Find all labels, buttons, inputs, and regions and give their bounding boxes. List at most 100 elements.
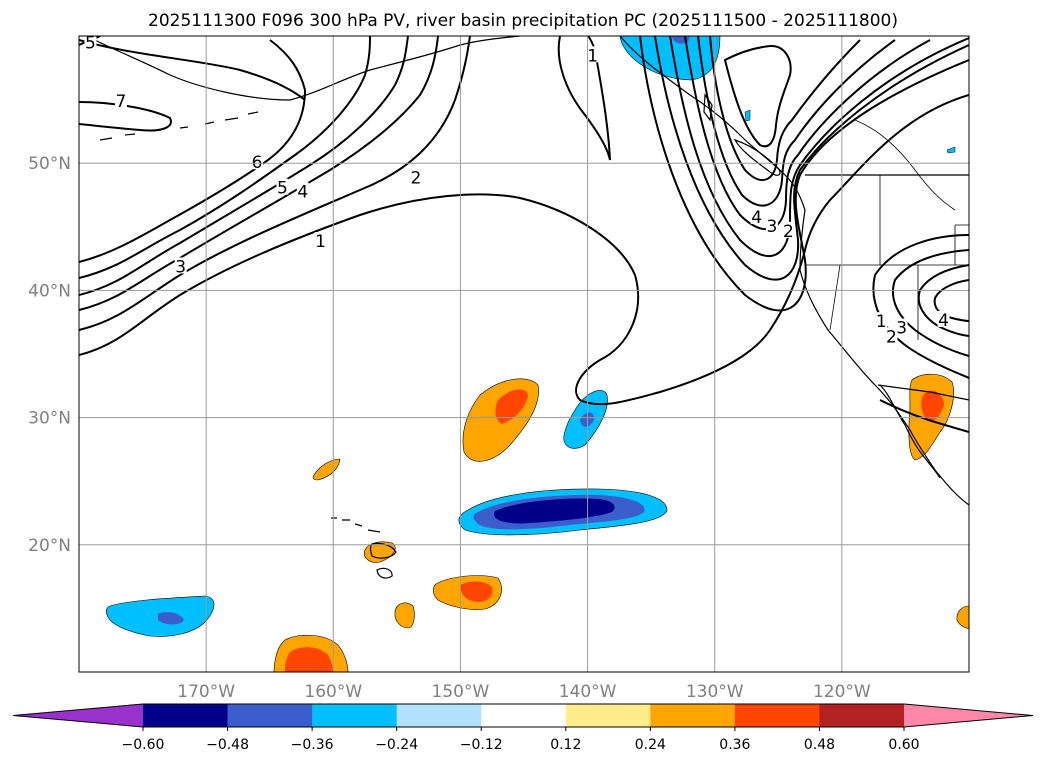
- pv-contour: [639, 36, 969, 312]
- pv-contour-label: 3: [175, 258, 186, 278]
- pv-label-bg: [782, 221, 795, 238]
- colorbar-swatch: [734, 704, 820, 727]
- pv-contour: [879, 399, 969, 433]
- longitude-labels: 170°W 160°W 150°W 140°W 130°W 120°W: [177, 682, 871, 702]
- precipitation-fills: [105, 36, 969, 672]
- precip-positive-core: [495, 389, 528, 424]
- graticule: [79, 36, 969, 672]
- colorbar-swatch: [650, 704, 736, 727]
- pv-contour: [79, 36, 471, 331]
- precip-positive-core: [460, 581, 493, 602]
- pv-label-bg: [174, 257, 187, 274]
- colorbar-tick-label: 0.48: [804, 737, 835, 753]
- pv-contour-label: 1: [315, 232, 326, 252]
- pv-contour-label: 1: [587, 46, 598, 66]
- interior-border-lines: [854, 119, 956, 211]
- colorbar-tick-label: −0.48: [206, 737, 249, 753]
- pv-contour: [79, 94, 969, 406]
- pv-contour: [79, 36, 371, 279]
- pv-contour: [79, 36, 409, 296]
- pv-label-bg: [84, 36, 97, 50]
- pv-contour: [684, 36, 931, 231]
- colorbar-tick-label: 0.24: [635, 737, 666, 753]
- alaska-peninsula-coast: [94, 36, 521, 101]
- pv-label-bg: [114, 92, 127, 109]
- pv-label-bg: [276, 178, 289, 195]
- political-borders: [805, 119, 969, 401]
- colorbar-tick-label: 0.60: [888, 737, 919, 753]
- lon-tick-label: 140°W: [559, 682, 617, 702]
- pv-label-bg: [937, 310, 950, 327]
- pv-label-bg: [409, 168, 422, 185]
- state-border: [805, 175, 969, 340]
- lon-tick-label: 160°W: [304, 682, 362, 702]
- colorbar-tick-label: −0.36: [291, 737, 334, 753]
- colorbar-tick-label: 0.36: [719, 737, 750, 753]
- precip-positive-core: [921, 390, 944, 421]
- aleutian-islands: [99, 111, 259, 141]
- precip-positive-region: [956, 605, 969, 629]
- lat-tick-label: 20°N: [28, 536, 71, 556]
- latitude-labels: 20°N 30°N 40°N 50°N: [28, 154, 71, 556]
- colorbar-extend-low: [13, 704, 143, 727]
- haida-gwaii: [703, 93, 713, 122]
- baja-peninsula: [879, 384, 941, 479]
- pv-contour-label: 4: [297, 182, 308, 202]
- pv-contour: [872, 234, 969, 379]
- pv-contour: [709, 36, 861, 182]
- colorbar-tick-label: −0.12: [460, 737, 503, 753]
- pv-contour: [697, 36, 896, 207]
- colorbar-swatch: [819, 704, 905, 727]
- colorbar-swatch: [312, 704, 398, 727]
- pv-label-bg: [875, 312, 888, 329]
- colorbar-tick-label: 0.12: [550, 737, 581, 753]
- colorbar-swatch: [143, 704, 229, 727]
- pv-label-bg: [314, 232, 327, 249]
- map-frame: [78, 35, 970, 673]
- pv-contour: [892, 249, 969, 357]
- pv-contour-label: 5: [85, 34, 96, 54]
- precip-positive-region: [394, 602, 415, 629]
- precip-negative-core: [158, 612, 184, 625]
- precip-positive-region: [312, 458, 341, 481]
- hawaii-islands: [331, 517, 397, 559]
- colorbar-swatch: [227, 704, 313, 727]
- pv-contour-label: 3: [767, 217, 778, 237]
- pv-contour: [557, 36, 611, 161]
- colorbar: −0.60 −0.48 −0.36 −0.24 −0.12 0.12 0.24 0.36 0.4…: [12, 703, 1034, 753]
- pv-contour-label: 2: [411, 168, 422, 188]
- colorbar-swatch: [565, 704, 651, 727]
- pv-contours: [79, 36, 969, 433]
- pv-label-bg: [251, 153, 263, 170]
- pv-contour: [933, 279, 969, 322]
- precip-negative-core: [580, 412, 595, 427]
- pv-label-bg: [885, 327, 898, 344]
- pv-contour-label: 2: [886, 327, 897, 347]
- precip-positive-core: [284, 647, 334, 672]
- precip-negative-speck: [744, 109, 751, 122]
- colorbar-tick-label: −0.60: [122, 737, 165, 753]
- colorbar-extend-high: [904, 704, 1033, 727]
- chart-title: 2025111300 F096 300 hPa PV, river basin …: [148, 11, 898, 31]
- pv-contour-label: 5: [277, 179, 288, 199]
- colorbar-swatch: [396, 704, 482, 727]
- pv-contour-label: 1: [876, 312, 887, 332]
- pv-label-bg: [750, 207, 763, 224]
- lat-tick-label: 40°N: [28, 281, 71, 301]
- vancouver-island: [733, 138, 781, 176]
- pv-contour-6: [79, 39, 306, 101]
- pv-label-bg: [586, 46, 599, 63]
- pv-contour-label: 4: [938, 311, 949, 331]
- pv-contour: [723, 44, 792, 148]
- lon-tick-label: 120°W: [813, 682, 871, 702]
- precip-negative-region: [619, 36, 721, 81]
- precip-negative-core: [494, 498, 615, 524]
- pv-contour-label: 7: [116, 92, 127, 112]
- small-island: [376, 567, 393, 579]
- lat-tick-label: 50°N: [28, 154, 71, 174]
- pv-label-bg: [765, 216, 778, 233]
- lon-tick-label: 150°W: [432, 682, 490, 702]
- lon-tick-label: 130°W: [686, 682, 744, 702]
